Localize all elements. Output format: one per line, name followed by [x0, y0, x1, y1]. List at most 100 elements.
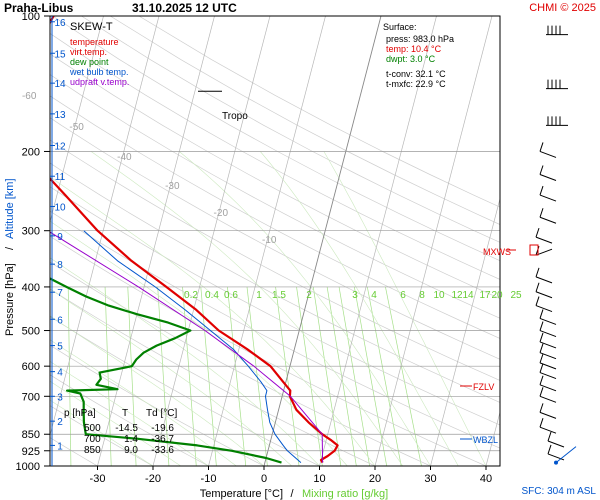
wind-barb-staff	[535, 236, 553, 244]
wind-barb-flag	[539, 403, 544, 413]
mixing-ratio-line	[67, 286, 72, 466]
altitude-tick-label: 4	[57, 368, 63, 379]
isotherm-line	[208, 16, 326, 466]
wind-barb-staff	[539, 395, 557, 403]
wind-barb	[535, 296, 553, 313]
wind-barb-flag	[535, 282, 540, 292]
table-row-700-p: 700	[84, 434, 101, 445]
wind-barb	[539, 387, 557, 403]
pressure-tick-label: 500	[22, 326, 40, 338]
dry-adiabat	[50, 186, 500, 426]
wind-barb	[546, 25, 568, 36]
wind-barb-flag	[535, 267, 540, 278]
wind-barb-staff	[539, 352, 557, 360]
temperature-tick-label: -10	[201, 473, 217, 485]
wind-barb	[539, 185, 557, 202]
altitude-tick-label: 14	[54, 79, 66, 90]
wind-barb-flag	[539, 363, 544, 373]
mixing-ratio-line	[338, 286, 371, 466]
copyright-label: CHMI © 2025	[529, 2, 596, 14]
mixing-ratio-label: 0.4	[205, 290, 219, 301]
wind-barb	[539, 309, 557, 325]
x-axis-title-separator: /	[290, 488, 294, 500]
wind-barb-staff	[535, 276, 553, 284]
x-axis-title-mixing: Mixing ratio [g/kg]	[302, 488, 388, 500]
altitude-tick-label: 1	[57, 441, 63, 452]
mixing-ratio-label: 1	[256, 290, 262, 301]
mixing-ratio-line	[385, 286, 422, 466]
surface-wind-dot	[554, 460, 558, 465]
table-row-500-p: 500	[84, 423, 101, 434]
wind-barb-staff	[547, 440, 565, 448]
legend-wet-bulb: wet bulb temp.	[69, 67, 129, 77]
isotherm-label: -60	[22, 91, 37, 102]
mixing-ratio-label: 25	[510, 290, 522, 301]
mixing-ratio-label: 8	[419, 290, 425, 301]
wind-barb	[535, 282, 553, 299]
temperature-tick-label: 20	[369, 473, 381, 485]
isotherm-line	[319, 16, 437, 466]
mixing-ratio-label: 20	[491, 290, 503, 301]
wind-barb-flag	[547, 431, 552, 442]
wind-barb-flag	[539, 165, 544, 175]
temperature-tick-label: -20	[145, 473, 161, 485]
wind-barb-staff	[539, 330, 557, 338]
mixing-ratio-line	[296, 286, 323, 466]
mixing-ratio-label: 17	[479, 290, 491, 301]
altitude-tick-label: 3	[57, 392, 63, 403]
wind-barb-staff	[539, 411, 557, 419]
mixing-ratio-line	[227, 286, 247, 466]
pressure-tick-label: 1000	[16, 461, 40, 473]
altitude-tick-label: 6	[57, 315, 63, 326]
temperature-tick-label: 30	[424, 473, 436, 485]
table-row-850-t: 9.0	[124, 445, 138, 456]
wind-barb-flag	[539, 309, 544, 319]
mixing-ratio-label: 10	[433, 290, 445, 301]
dry-adiabat	[50, 74, 500, 319]
fzlv-label: FZLV	[473, 382, 494, 392]
dry-adiabat	[50, 139, 500, 381]
dry-adiabat	[50, 162, 500, 403]
altitude-tick-label: 15	[54, 49, 66, 60]
pressure-tick-label: 850	[22, 429, 40, 441]
wind-barb-staff	[535, 291, 553, 299]
isotherm-label: -10	[262, 235, 277, 246]
wind-barb-staff	[535, 248, 553, 256]
pressure-tick-label: 200	[22, 146, 40, 158]
legend-updraft: udpraft v.temp.	[70, 77, 129, 87]
legend-temperature: temperature	[70, 37, 119, 47]
mixing-ratio-label: 3	[352, 290, 358, 301]
altitude-tick-label: 10	[54, 202, 66, 213]
wind-barb-flag	[535, 227, 540, 238]
wind-barb	[535, 227, 553, 244]
wind-barb-staff	[539, 341, 557, 349]
altitude-tick-label: 8	[57, 260, 63, 271]
surface-tconv: t-conv: 32.1 °C	[386, 69, 446, 79]
mixing-ratio-line	[353, 286, 388, 466]
altitude-tick-label: 7	[57, 288, 63, 299]
wind-barb-staff	[539, 372, 557, 380]
table-row-850-p: 850	[84, 445, 101, 456]
wind-barb-staff	[539, 216, 557, 224]
wind-barb-staff	[539, 194, 557, 202]
mixing-ratio-label: 12	[451, 290, 463, 301]
wind-barb-staff	[539, 317, 557, 325]
table-header-p: p [hPa]	[64, 408, 96, 419]
table-row-500-td: -19.6	[151, 423, 174, 434]
wind-barb-flag	[539, 353, 544, 364]
dry-adiabat	[81, 16, 500, 243]
legend-title: SKEW-T	[70, 21, 113, 33]
wind-barb-staff	[539, 426, 557, 434]
series-temperature	[50, 16, 339, 464]
surface-wind-indicator	[555, 446, 577, 464]
altitude-tick-label: 16	[54, 18, 66, 29]
wind-barb	[539, 332, 557, 349]
isotherm-label: -50	[69, 122, 84, 133]
altitude-tick-label: 5	[57, 342, 63, 353]
wind-barb	[539, 363, 557, 380]
mixing-ratio-line	[366, 286, 402, 466]
wind-barb-flag	[539, 185, 544, 196]
mxws-barb-highlight	[529, 244, 539, 256]
table-row-700-td: -36.7	[151, 434, 174, 445]
